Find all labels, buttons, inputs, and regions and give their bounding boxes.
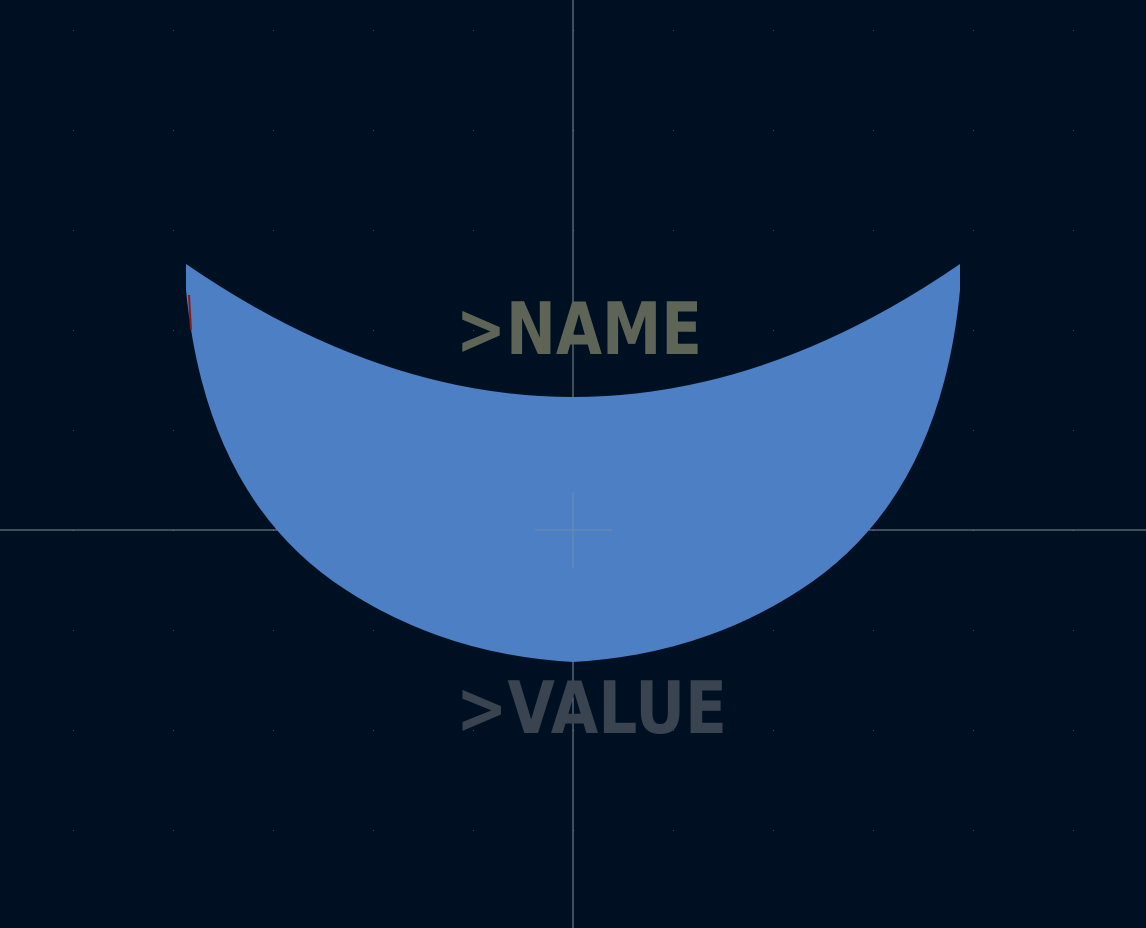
grid-dot: [373, 330, 374, 331]
grid-dot: [1073, 730, 1074, 731]
grid-dot: [1073, 330, 1074, 331]
grid-dot: [773, 30, 774, 31]
grid-dot: [873, 830, 874, 831]
grid-dot: [1073, 30, 1074, 31]
grid-dot: [673, 130, 674, 131]
grid-dot: [373, 230, 374, 231]
grid-dot: [73, 730, 74, 731]
grid-dot: [273, 230, 274, 231]
grid-dot: [1073, 630, 1074, 631]
grid-dot: [373, 130, 374, 131]
grid-dot: [873, 130, 874, 131]
grid-dot: [173, 130, 174, 131]
grid-dot: [473, 30, 474, 31]
grid-dot: [973, 830, 974, 831]
grid-dot: [473, 830, 474, 831]
grid-dot: [173, 330, 174, 331]
grid-dot: [273, 630, 274, 631]
grid-dot: [773, 630, 774, 631]
grid-dot: [973, 230, 974, 231]
grid-dot: [673, 730, 674, 731]
grid-dot: [773, 230, 774, 231]
grid-dot: [873, 630, 874, 631]
value-label[interactable]: >VALUE: [456, 666, 727, 750]
grid-dot: [773, 330, 774, 331]
grid-dot: [973, 630, 974, 631]
grid-dot: [473, 130, 474, 131]
grid-dot: [73, 230, 74, 231]
grid-dot: [473, 330, 474, 331]
grid-dot: [1073, 430, 1074, 431]
grid-dot: [873, 230, 874, 231]
grid-dot: [173, 630, 174, 631]
grid-dot: [73, 630, 74, 631]
grid-dot: [473, 730, 474, 731]
grid-dot: [73, 130, 74, 131]
grid-dot: [973, 730, 974, 731]
grid-dot: [673, 330, 674, 331]
grid-dot: [973, 430, 974, 431]
grid-dot: [173, 730, 174, 731]
grid-dot: [773, 130, 774, 131]
grid-dot: [273, 130, 274, 131]
grid-dot: [73, 830, 74, 831]
grid-dot: [473, 230, 474, 231]
grid-dot: [973, 130, 974, 131]
grid-dot: [73, 430, 74, 431]
grid-dot: [73, 30, 74, 31]
grid-dot: [273, 730, 274, 731]
grid-dot: [973, 30, 974, 31]
grid-dot: [1073, 230, 1074, 231]
name-label[interactable]: >NAME: [456, 287, 702, 371]
grid-dot: [673, 830, 674, 831]
crescent-copper-pad[interactable]: [186, 264, 960, 662]
grid-dot: [673, 30, 674, 31]
grid-dot: [273, 30, 274, 31]
grid-dot: [373, 830, 374, 831]
origin-anchor-cross: [535, 492, 612, 568]
pad-edge-marker: [188, 294, 192, 331]
grid-dot: [873, 30, 874, 31]
grid-dot: [173, 430, 174, 431]
grid-dot: [673, 230, 674, 231]
grid-dot: [1073, 130, 1074, 131]
grid-dot: [773, 730, 774, 731]
grid-dot: [973, 330, 974, 331]
grid-dot: [273, 830, 274, 831]
grid-dot: [773, 830, 774, 831]
grid-dot: [373, 730, 374, 731]
grid-dot: [373, 30, 374, 31]
grid-dot: [1073, 830, 1074, 831]
grid-dot: [173, 30, 174, 31]
grid-dot: [373, 630, 374, 631]
grid-dot: [73, 330, 74, 331]
grid-dot: [873, 730, 874, 731]
grid-dot: [173, 830, 174, 831]
grid-dot: [173, 230, 174, 231]
